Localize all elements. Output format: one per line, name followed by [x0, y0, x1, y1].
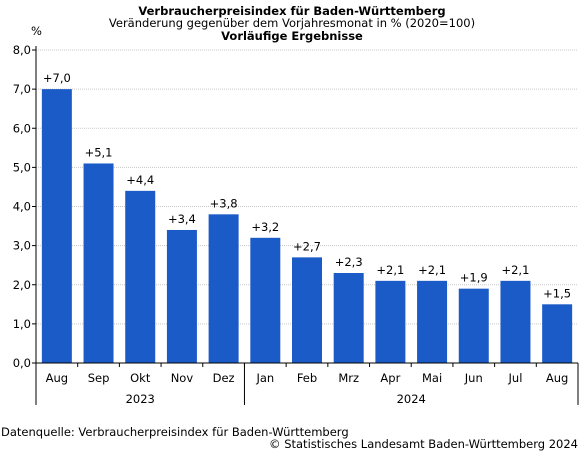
- bar: [333, 273, 364, 363]
- chart-title: Verbraucherpreisindex für Baden-Württemb…: [138, 4, 445, 18]
- y-tick-label: 7,0: [13, 82, 31, 96]
- footer-source: Datenquelle: Verbraucherpreisindex für B…: [1, 425, 349, 439]
- data-label: +3,8: [210, 196, 238, 210]
- data-label: +7,0: [43, 71, 71, 85]
- year-group-label: 2023: [126, 392, 155, 406]
- data-label: +1,5: [543, 286, 571, 300]
- axes: [32, 46, 579, 405]
- bar: [500, 280, 531, 363]
- x-tick-label: Sep: [88, 371, 110, 385]
- bar: [292, 257, 322, 363]
- y-tick-label: 3,0: [13, 239, 31, 253]
- data-label: +2,1: [376, 263, 404, 277]
- chart-subtitle: Veränderung gegenüber dem Vorjahresmonat…: [109, 16, 475, 30]
- bar: [208, 214, 239, 363]
- x-tick-label: Jan: [255, 371, 274, 385]
- bar: [375, 280, 406, 363]
- chart-note: Vorläufige Ergebnisse: [221, 29, 363, 43]
- y-tick-label: 2,0: [13, 278, 31, 292]
- labels: 0,0 1,0 2,0 3,0 4,0 5,0 6,0 7,0 8,0 +7,0 Aug +5,1 Se…: [13, 43, 571, 406]
- x-tick-label: Jun: [464, 371, 483, 385]
- bar: [250, 237, 281, 363]
- x-tick-label: Mrz: [338, 371, 359, 385]
- bar: [417, 280, 448, 363]
- bar: [41, 89, 72, 363]
- x-tick-label: Apr: [380, 371, 400, 385]
- x-tick-label: Feb: [297, 371, 317, 385]
- data-label: +3,2: [251, 220, 279, 234]
- x-tick-label: Jul: [508, 371, 523, 385]
- x-tick-label: Okt: [130, 371, 151, 385]
- bar: [125, 190, 156, 363]
- x-tick-label: Mai: [422, 371, 442, 385]
- data-label: +4,4: [126, 173, 154, 187]
- x-tick-label: Aug: [46, 371, 68, 385]
- bar: [458, 288, 489, 363]
- data-label: +3,4: [168, 212, 196, 226]
- x-tick-label: Dez: [213, 371, 235, 385]
- y-tick-label: 4,0: [13, 200, 31, 214]
- bar: [83, 163, 114, 363]
- data-label: +2,1: [418, 263, 446, 277]
- data-label: +1,9: [460, 271, 488, 285]
- bar: [542, 304, 573, 363]
- y-tick-label: 0,0: [13, 356, 31, 370]
- y-axis-unit: %: [31, 24, 42, 38]
- data-label: +2,1: [501, 263, 529, 277]
- x-tick-label: Nov: [171, 371, 194, 385]
- data-label: +2,7: [293, 239, 321, 253]
- data-label: +2,3: [335, 255, 363, 269]
- y-tick-label: 6,0: [13, 121, 31, 135]
- year-group-label: 2024: [397, 392, 426, 406]
- y-tick-label: 1,0: [13, 317, 31, 331]
- bar: [166, 229, 197, 363]
- data-label: +5,1: [85, 145, 113, 159]
- footer-copyright: © Statistisches Landesamt Baden-Württemb…: [269, 437, 578, 451]
- bars: [41, 89, 573, 363]
- x-tick-label: Aug: [546, 371, 568, 385]
- y-tick-label: 5,0: [13, 160, 31, 174]
- y-tick-label: 8,0: [13, 43, 31, 57]
